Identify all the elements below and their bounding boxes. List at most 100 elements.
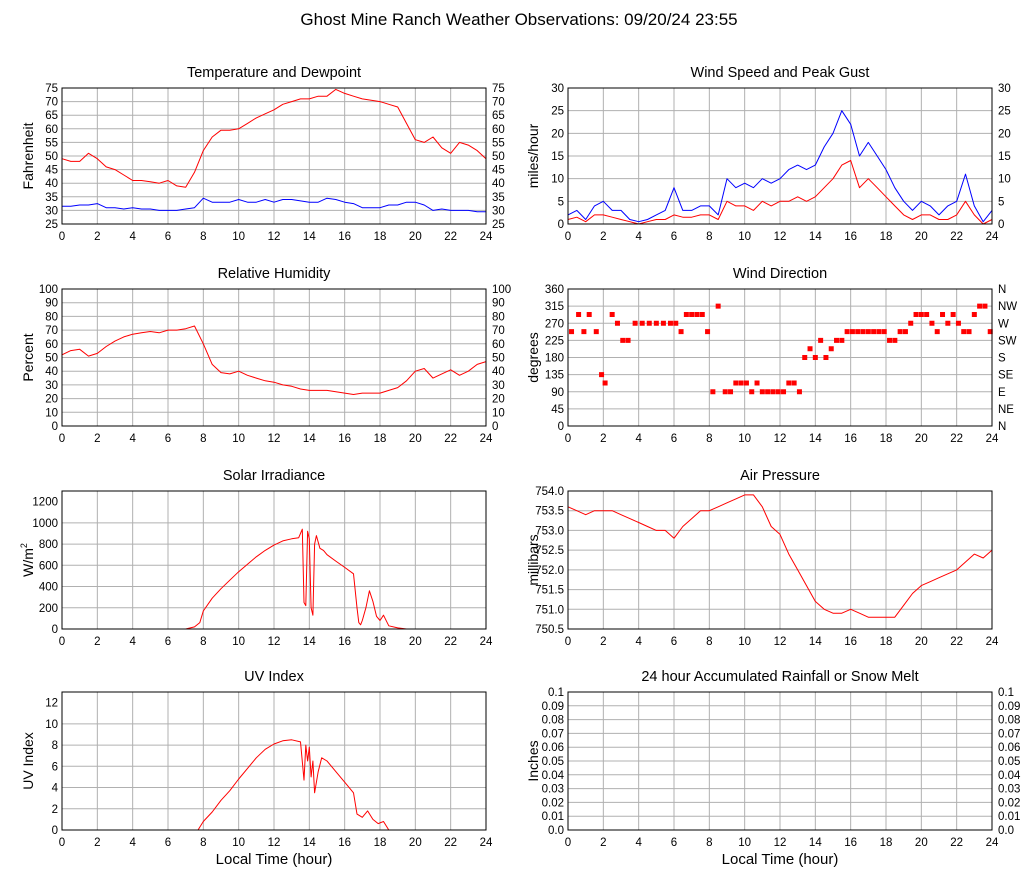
- uv-frame: [61, 691, 487, 831]
- pressure-x-tick-label: 14: [809, 636, 822, 648]
- winddir-point: [625, 337, 631, 343]
- humidity-right-tick-label: 50: [492, 353, 505, 365]
- wind-x-tick-label: 18: [880, 231, 893, 243]
- pressure-y-axis-label-text: millibars: [525, 534, 541, 585]
- winddir-point: [913, 311, 919, 317]
- winddir-point: [581, 329, 587, 335]
- temp-title: Temperature and Dewpoint: [187, 65, 361, 81]
- temp-y-tick-label: 35: [45, 192, 58, 204]
- humidity-x-tick-label: 4: [129, 433, 136, 445]
- winddir-x-tick-label: 12: [774, 433, 787, 445]
- winddir-point: [705, 329, 711, 335]
- temp-x-tick-label: 18: [374, 231, 387, 243]
- wind-x-tick-label: 0: [565, 231, 571, 243]
- rain-title: 24 hour Accumulated Rainfall or Snow Mel…: [641, 669, 918, 685]
- wind-x-tick-label: 12: [774, 231, 787, 243]
- humidity-x-tick-label: 14: [303, 433, 316, 445]
- uv-x-tick-label: 14: [303, 837, 316, 849]
- temp-right-tick-label: 65: [492, 110, 505, 122]
- solar-x-tick-label: 18: [374, 636, 387, 648]
- winddir-point: [929, 320, 935, 326]
- uv-x-tick-label: 20: [409, 837, 422, 849]
- winddir-point: [818, 337, 824, 343]
- solar-y-axis-label-sup: 2: [19, 543, 29, 548]
- rain-x-tick-label: 2: [600, 837, 606, 849]
- winddir-point: [678, 329, 684, 335]
- page-title: Ghost Mine Ranch Weather Observations: 0…: [300, 10, 737, 29]
- winddir-y-tick-label: 180: [545, 353, 564, 365]
- winddir-point: [749, 389, 755, 395]
- humidity-right-tick-label: 80: [492, 311, 505, 323]
- solar-x-tick-label: 4: [129, 636, 136, 648]
- winddir-point: [710, 389, 716, 395]
- uv-y-tick-label: 8: [52, 740, 58, 752]
- winddir-point: [924, 311, 930, 317]
- winddir-point: [849, 329, 855, 335]
- rain-x-tick-label: 10: [738, 837, 751, 849]
- rain-chart: 24 hour Accumulated Rainfall or Snow Mel…: [525, 669, 1021, 868]
- pressure-x-tick-label: 6: [671, 636, 677, 648]
- wind-y-tick-label: 25: [551, 106, 564, 118]
- winddir-x-tick-label: 0: [565, 433, 571, 445]
- temp-y-tick-label: 55: [45, 137, 58, 149]
- solar-x-tick-label: 12: [268, 636, 281, 648]
- winddir-point: [802, 355, 808, 360]
- winddir-point: [586, 311, 592, 317]
- uv-y-axis-label: UV Index: [20, 732, 36, 790]
- rain-y-tick-label: 0.07: [542, 728, 564, 740]
- humidity-y-tick-label: 50: [45, 353, 58, 365]
- winddir-point: [865, 329, 871, 335]
- humidity-x-tick-label: 12: [268, 433, 281, 445]
- wind-right-tick-label: 30: [998, 83, 1011, 95]
- rain-x-tick-label: 16: [844, 837, 857, 849]
- winddir-point: [902, 329, 908, 335]
- winddir-point: [593, 329, 599, 335]
- humidity-right-tick-label: 10: [492, 407, 505, 419]
- solar-title: Solar Irradiance: [223, 468, 325, 484]
- humidity-x-tick-label: 0: [59, 433, 65, 445]
- humidity-x-tick-label: 20: [409, 433, 422, 445]
- uv-x-tick-label: 12: [268, 837, 281, 849]
- winddir-y-axis-label: degrees: [525, 332, 541, 383]
- pressure-x-tick-label: 24: [986, 636, 999, 648]
- uv-x-tick-label: 16: [338, 837, 351, 849]
- winddir-right-tick-label: SW: [998, 335, 1017, 347]
- uv-y-tick-label: 2: [52, 804, 58, 816]
- rain-right-tick-label: 0.07: [998, 728, 1020, 740]
- temp-y-tick-label: 60: [45, 124, 58, 136]
- rain-right-tick-label: 0.03: [998, 784, 1020, 796]
- temp-x-tick-label: 20: [409, 231, 422, 243]
- humidity-x-tick-label: 6: [165, 433, 171, 445]
- pressure-y-tick-label: 751.5: [535, 585, 564, 597]
- solar-frame: [61, 490, 487, 630]
- winddir-point: [934, 329, 940, 335]
- humidity-y-tick-label: 30: [45, 380, 58, 392]
- humidity-y-axis-label-text: Percent: [20, 333, 36, 381]
- wind-y-tick-label: 20: [551, 128, 564, 140]
- winddir-point: [576, 311, 582, 317]
- solar-x-tick-label: 14: [303, 636, 316, 648]
- solar-y-tick-label: 800: [39, 539, 58, 551]
- humidity-y-tick-label: 100: [39, 284, 58, 296]
- humidity-right-tick-label: 20: [492, 394, 505, 406]
- winddir-x-tick-label: 8: [706, 433, 712, 445]
- temp-right-tick-label: 60: [492, 124, 505, 136]
- humidity-y-tick-label: 70: [45, 325, 58, 337]
- pressure-x-tick-label: 2: [600, 636, 606, 648]
- uv-x-tick-label: 6: [165, 837, 171, 849]
- wind-x-tick-label: 6: [671, 231, 677, 243]
- solar-x-tick-label: 22: [444, 636, 457, 648]
- winddir-point: [620, 337, 626, 343]
- winddir-point: [881, 329, 887, 335]
- uv-x-tick-label: 24: [480, 837, 493, 849]
- wind-x-tick-label: 22: [950, 231, 963, 243]
- solar-x-tick-label: 16: [338, 636, 351, 648]
- rain-x-tick-label: 8: [706, 837, 712, 849]
- winddir-y-tick-label: 315: [545, 301, 564, 313]
- temp-x-tick-label: 24: [480, 231, 493, 243]
- uv-x-tick-label: 10: [232, 837, 245, 849]
- temp-y-tick-label: 25: [45, 219, 58, 231]
